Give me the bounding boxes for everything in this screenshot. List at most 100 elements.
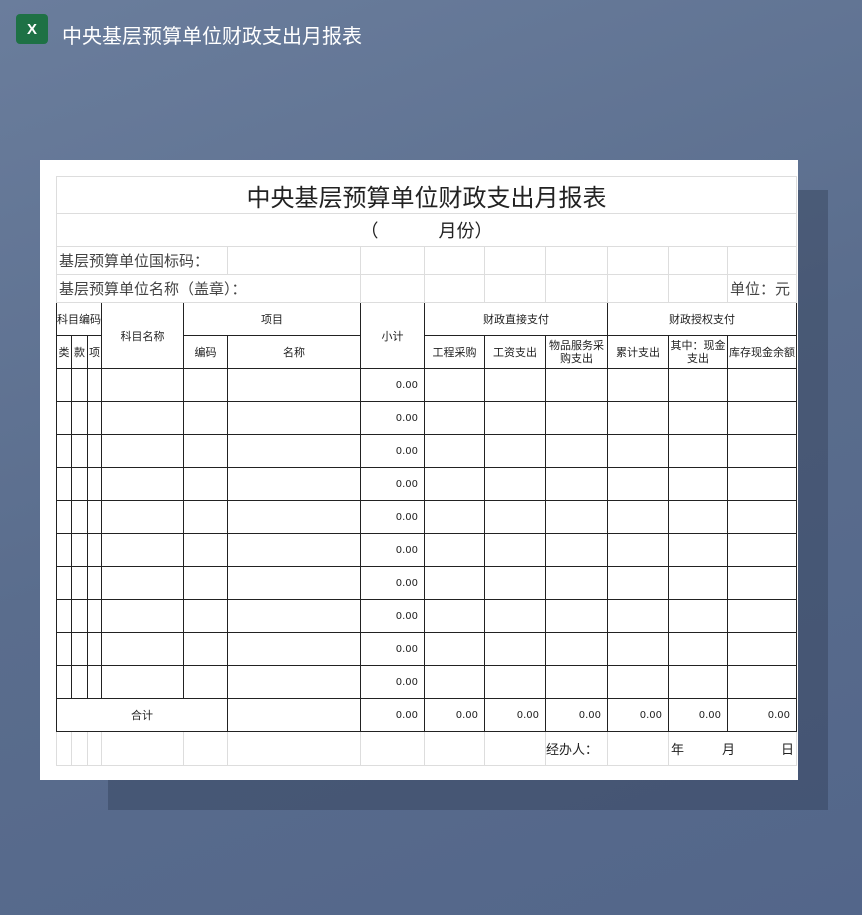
data-cell[interactable]: [227, 467, 361, 501]
data-cell[interactable]: [668, 434, 728, 468]
data-cell[interactable]: [545, 665, 608, 699]
data-cell[interactable]: [183, 368, 228, 402]
row-subtotal[interactable]: 0.00: [360, 434, 425, 468]
data-cell[interactable]: [726, 665, 798, 699]
data-cell[interactable]: [545, 401, 608, 435]
total-cell[interactable]: [227, 698, 361, 732]
data-cell[interactable]: [424, 401, 485, 435]
data-cell[interactable]: [545, 632, 608, 666]
data-cell[interactable]: [56, 533, 72, 567]
data-cell[interactable]: [607, 566, 669, 600]
data-cell[interactable]: [71, 566, 88, 600]
data-cell[interactable]: [101, 368, 184, 402]
data-cell[interactable]: [101, 566, 184, 600]
data-cell[interactable]: [484, 566, 546, 600]
data-cell[interactable]: [545, 434, 608, 468]
data-cell[interactable]: [56, 566, 72, 600]
data-cell[interactable]: [101, 500, 184, 534]
data-cell[interactable]: [607, 500, 669, 534]
row-subtotal[interactable]: 0.00: [360, 500, 425, 534]
data-cell[interactable]: [424, 434, 485, 468]
row-subtotal[interactable]: 0.00: [360, 665, 425, 699]
data-cell[interactable]: [183, 533, 228, 567]
data-cell[interactable]: [726, 500, 798, 534]
data-cell[interactable]: [424, 533, 485, 567]
total-value[interactable]: 0.00: [545, 698, 608, 732]
data-cell[interactable]: [56, 599, 72, 633]
data-cell[interactable]: [607, 368, 669, 402]
data-cell[interactable]: [726, 632, 798, 666]
data-cell[interactable]: [227, 566, 361, 600]
total-value[interactable]: 0.00: [484, 698, 546, 732]
data-cell[interactable]: [71, 533, 88, 567]
data-cell[interactable]: [726, 467, 798, 501]
total-value[interactable]: 0.00: [607, 698, 669, 732]
data-cell[interactable]: [71, 632, 88, 666]
data-cell[interactable]: [87, 632, 102, 666]
data-cell[interactable]: [424, 632, 485, 666]
data-cell[interactable]: [726, 368, 798, 402]
row-subtotal[interactable]: 0.00: [360, 368, 425, 402]
data-cell[interactable]: [668, 500, 728, 534]
row-subtotal[interactable]: 0.00: [360, 467, 425, 501]
data-cell[interactable]: [424, 566, 485, 600]
data-cell[interactable]: [607, 467, 669, 501]
data-cell[interactable]: [87, 566, 102, 600]
data-cell[interactable]: [607, 533, 669, 567]
data-cell[interactable]: [607, 599, 669, 633]
data-cell[interactable]: [545, 500, 608, 534]
data-cell[interactable]: [424, 500, 485, 534]
data-cell[interactable]: [101, 665, 184, 699]
data-cell[interactable]: [71, 467, 88, 501]
data-cell[interactable]: [183, 632, 228, 666]
data-cell[interactable]: [227, 533, 361, 567]
data-cell[interactable]: [227, 599, 361, 633]
data-cell[interactable]: [183, 467, 228, 501]
data-cell[interactable]: [668, 401, 728, 435]
data-cell[interactable]: [484, 500, 546, 534]
row-subtotal[interactable]: 0.00: [360, 401, 425, 435]
data-cell[interactable]: [71, 599, 88, 633]
data-cell[interactable]: [545, 566, 608, 600]
data-cell[interactable]: [424, 665, 485, 699]
data-cell[interactable]: [56, 401, 72, 435]
data-cell[interactable]: [607, 434, 669, 468]
data-cell[interactable]: [87, 434, 102, 468]
data-cell[interactable]: [227, 632, 361, 666]
data-cell[interactable]: [183, 665, 228, 699]
data-cell[interactable]: [424, 599, 485, 633]
data-cell[interactable]: [101, 599, 184, 633]
data-cell[interactable]: [545, 533, 608, 567]
data-cell[interactable]: [71, 665, 88, 699]
data-cell[interactable]: [668, 665, 728, 699]
data-cell[interactable]: [726, 533, 798, 567]
data-cell[interactable]: [484, 434, 546, 468]
total-value[interactable]: 0.00: [424, 698, 485, 732]
data-cell[interactable]: [545, 368, 608, 402]
data-cell[interactable]: [726, 401, 798, 435]
data-cell[interactable]: [484, 533, 546, 567]
row-subtotal[interactable]: 0.00: [360, 566, 425, 600]
data-cell[interactable]: [607, 665, 669, 699]
data-cell[interactable]: [87, 368, 102, 402]
data-cell[interactable]: [607, 401, 669, 435]
data-cell[interactable]: [101, 632, 184, 666]
data-cell[interactable]: [183, 566, 228, 600]
data-cell[interactable]: [424, 467, 485, 501]
data-cell[interactable]: [71, 500, 88, 534]
data-cell[interactable]: [668, 467, 728, 501]
data-cell[interactable]: [101, 467, 184, 501]
data-cell[interactable]: [607, 632, 669, 666]
data-cell[interactable]: [183, 401, 228, 435]
data-cell[interactable]: [484, 599, 546, 633]
data-cell[interactable]: [668, 368, 728, 402]
data-cell[interactable]: [56, 434, 72, 468]
data-cell[interactable]: [101, 533, 184, 567]
row-subtotal[interactable]: 0.00: [360, 632, 425, 666]
data-cell[interactable]: [87, 533, 102, 567]
data-cell[interactable]: [71, 401, 88, 435]
unit-code-cell[interactable]: [227, 246, 361, 275]
data-cell[interactable]: [87, 599, 102, 633]
data-cell[interactable]: [484, 368, 546, 402]
data-cell[interactable]: [227, 401, 361, 435]
